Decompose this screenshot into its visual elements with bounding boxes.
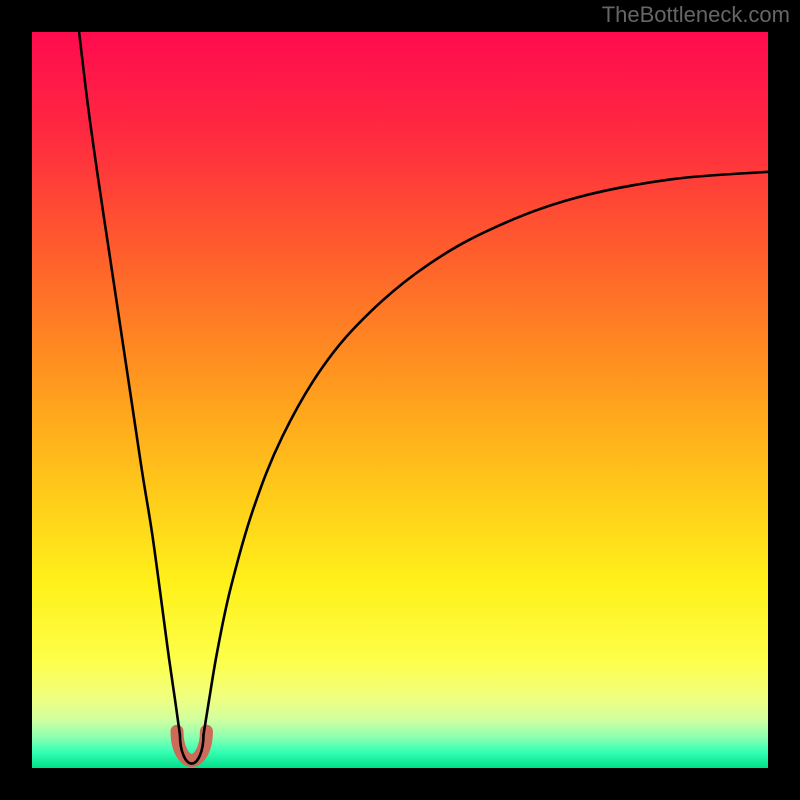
gradient-background xyxy=(32,32,768,768)
bottleneck-chart xyxy=(0,0,800,800)
chart-frame: TheBottleneck.com xyxy=(0,0,800,800)
watermark-text: TheBottleneck.com xyxy=(602,2,790,28)
